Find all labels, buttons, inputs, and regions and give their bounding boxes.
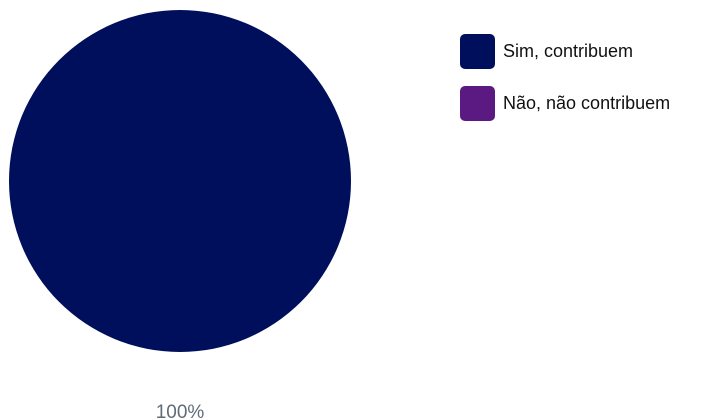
data-label-sim: 100%	[156, 402, 205, 419]
legend-label-nao: Não, não contribuem	[503, 93, 671, 113]
pie-slice-sim[interactable]	[9, 10, 351, 352]
legend-item-nao[interactable]: Não, não contribuem	[460, 86, 708, 121]
legend-swatch-sim	[460, 34, 495, 69]
pie-slices	[9, 10, 351, 352]
legend-label-sim: Sim, contribuem	[503, 41, 634, 61]
legend: Sim, contribuem Não, não contribuem	[460, 34, 708, 138]
legend-swatch-nao	[460, 86, 495, 121]
legend-item-sim[interactable]: Sim, contribuem	[460, 34, 708, 69]
